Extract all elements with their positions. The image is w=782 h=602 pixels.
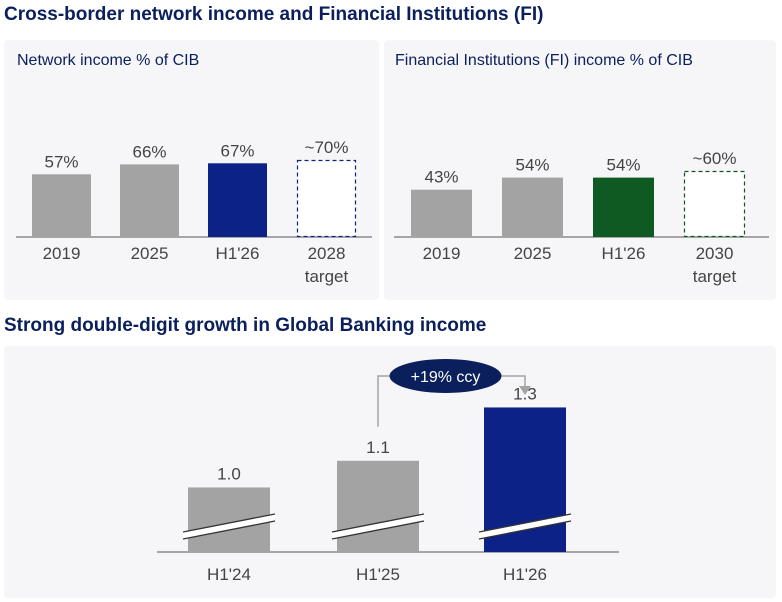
axis-break-h1-26 [479,514,571,539]
tick-label-h1-26: H1'26 [503,565,547,584]
axis-break-h1-25 [332,514,424,539]
tick-label-2028-target-line2: target [305,267,349,286]
growth-badge-label: +19% ccy [411,369,481,386]
bar-h1-26 [208,163,267,237]
tick-label-2030-target-line2: target [693,267,737,286]
global-banking-chart: 1.0H1'241.1H1'251.3H1'26+19% ccy [157,359,619,584]
tick-label-h1-25: H1'25 [356,565,400,584]
growth-badge [389,359,502,393]
axis-break-line-b-h1-24 [182,520,276,540]
axis-break-line-a-h1-26 [478,513,572,533]
axis-break-line-a-h1-24 [182,513,276,533]
data-label-2030-target: ~60% [693,149,737,168]
data-label-h1-26: 67% [220,141,254,160]
data-label-2019: 57% [44,152,78,171]
tick-label-2030-target: 2030 [696,244,734,263]
network-income-panel: Network income % of CIB 57% 2019 66% 2025 67… [4,40,379,300]
bar-2028-target-target [296,159,357,238]
axis-break-line-b-h1-25 [331,520,425,540]
data-label-h1-25: 1.1 [366,438,390,457]
bar-2025 [120,164,179,237]
network-income-chart: 57% 2019 66% 2025 67% H1'26 ~70% 2028 target [16,138,372,286]
data-label-h1-24: 1.0 [217,464,241,483]
axis-break-h1-24 [183,514,275,539]
chart-title-network: Network income % of CIB [17,52,200,69]
tick-label-2019: 2019 [43,244,81,263]
tick-label-2028-target: 2028 [308,244,346,263]
section-heading-network: Cross-border network income and Financia… [4,4,544,25]
data-label-h1-26: 54% [606,156,640,175]
tick-label-2025: 2025 [131,244,169,263]
fi-income-panel: Financial Institutions (FI) income % of … [384,40,776,300]
tick-label-h1-26: H1'26 [602,244,646,263]
bar-h1-26 [593,177,654,237]
tick-label-h1-24: H1'24 [207,565,251,584]
bar-2019 [411,189,472,237]
fi-income-chart: 43% 2019 54% 2025 54% H1'26 ~60% 2030 target [394,149,769,286]
global-banking-panel: 1.0H1'241.1H1'251.3H1'26+19% ccy [4,346,776,598]
data-label-2028-target: ~70% [305,138,349,157]
tick-label-2025: 2025 [514,244,552,263]
bar-2030-target-target [683,170,746,238]
axis-break-line-a-h1-25 [331,513,425,533]
data-label-2025: 66% [132,142,166,161]
tick-label-2019: 2019 [423,244,461,263]
chart-title-fi: Financial Institutions (FI) income % of … [395,52,693,69]
growth-arrowhead [519,386,531,395]
axis-break-line-b-h1-26 [478,520,572,540]
section-heading-global-banking: Strong double-digit growth in Global Ban… [4,315,487,336]
tick-label-h1-26: H1'26 [216,244,260,263]
bar-2019 [32,174,91,237]
bar-2025 [502,177,563,237]
bar-h1-25 [337,460,419,552]
data-label-2025: 54% [515,156,549,175]
data-label-2019: 43% [424,168,458,187]
